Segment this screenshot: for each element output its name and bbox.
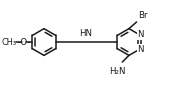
Text: -O-: -O- (18, 37, 32, 46)
Text: N: N (137, 45, 144, 54)
Text: H₂N: H₂N (109, 67, 126, 76)
Text: N: N (137, 30, 144, 39)
Text: HN: HN (79, 29, 92, 38)
Text: CH₃: CH₃ (1, 37, 16, 46)
Text: Br: Br (139, 11, 148, 20)
